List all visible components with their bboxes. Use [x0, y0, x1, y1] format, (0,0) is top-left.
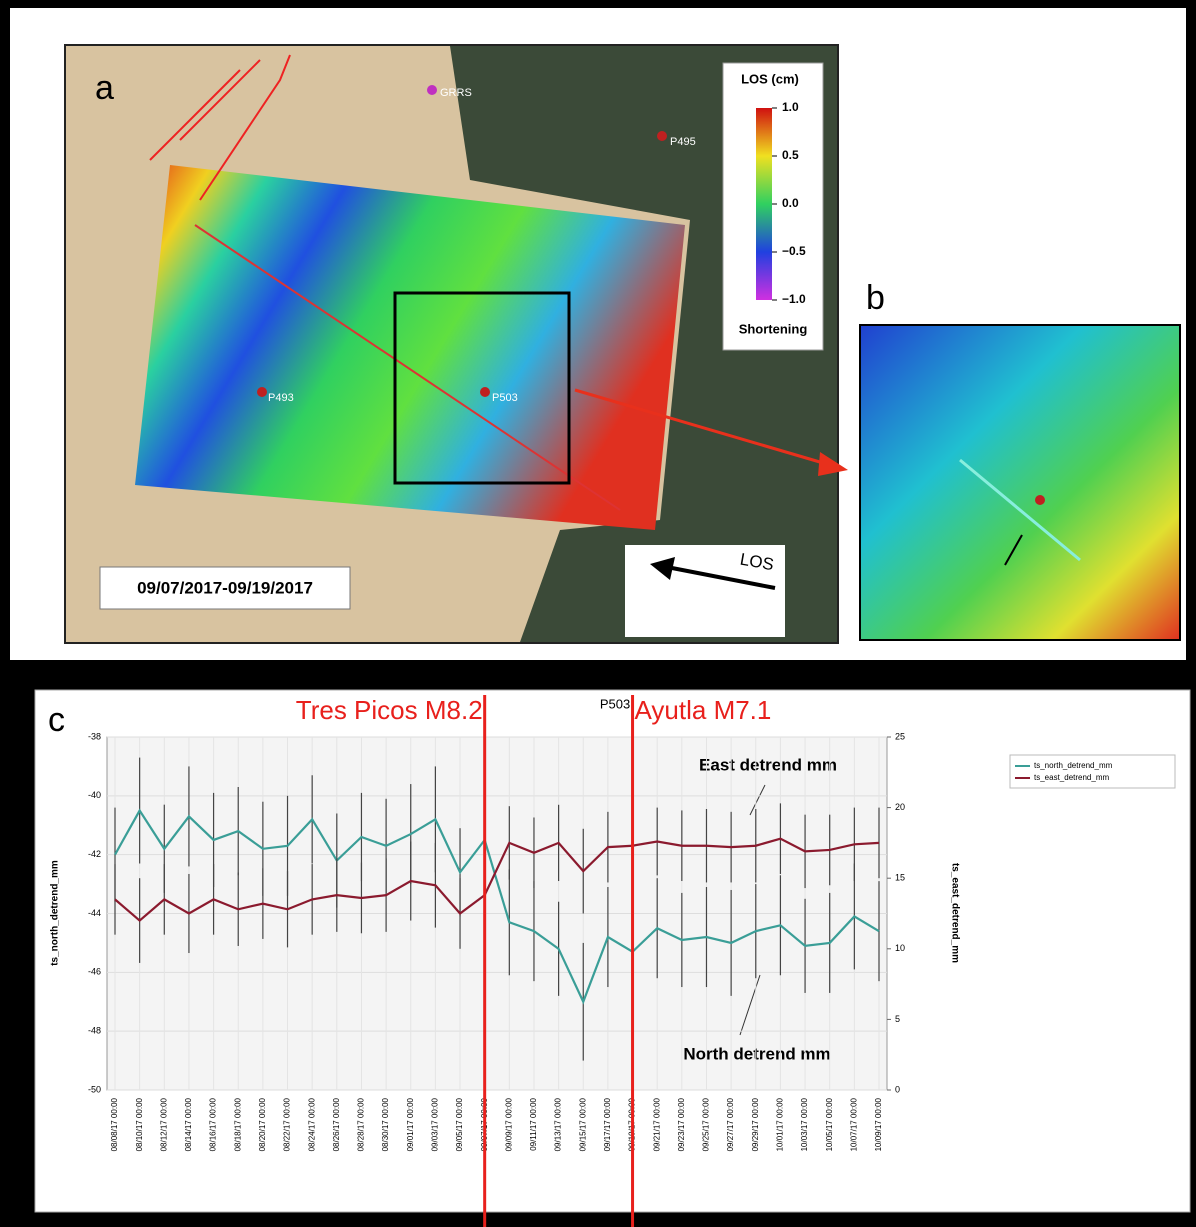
station-label: GRRS: [440, 87, 472, 99]
x-tick-label: 09/05/17 00:00: [455, 1097, 464, 1151]
annotation: North detrend mm: [683, 1044, 830, 1063]
x-tick-label: 09/21/17 00:00: [652, 1097, 661, 1151]
x-tick-label: 09/09/17 00:00: [504, 1097, 513, 1151]
colorbar: [756, 108, 772, 300]
colorbar-tick-label: −0.5: [782, 244, 806, 258]
x-tick-label: 09/13/17 00:00: [554, 1097, 563, 1151]
station-label: P495: [670, 136, 696, 148]
legend-label: ts_north_detrend_mm: [1034, 761, 1113, 770]
x-tick-label: 10/05/17 00:00: [825, 1097, 834, 1151]
x-tick-label: 10/01/17 00:00: [776, 1097, 785, 1151]
inset-map: [860, 325, 1180, 640]
station: [1035, 495, 1045, 505]
y-axis-title: ts_north_detrend_mm: [50, 860, 61, 966]
x-tick-label: 10/03/17 00:00: [800, 1097, 809, 1151]
y-tick-label: -50: [88, 1084, 101, 1094]
x-tick-label: 08/20/17 00:00: [258, 1097, 267, 1151]
annotation: East detrend mm: [699, 755, 837, 774]
station: [657, 131, 667, 141]
chart-title: P503: [600, 696, 630, 711]
x-tick-label: 09/01/17 00:00: [406, 1097, 415, 1151]
y-tick-label: -42: [88, 849, 101, 859]
station-label: P503: [492, 392, 518, 404]
x-tick-label: 09/03/17 00:00: [430, 1097, 439, 1151]
x-tick-label: 09/11/17 00:00: [529, 1097, 538, 1150]
x-tick-label: 08/08/17 00:00: [110, 1097, 119, 1151]
page: a GRRS P495 P493 P503 LOS (cm) Shortenin…: [0, 0, 1196, 1227]
x-tick-label: 09/17/17 00:00: [603, 1097, 612, 1151]
y-tick-label: -38: [88, 731, 101, 741]
y2-tick-label: 15: [895, 873, 905, 883]
legend-label: ts_east_detrend_mm: [1034, 773, 1109, 782]
figure: a GRRS P495 P493 P503 LOS (cm) Shortenin…: [0, 0, 1196, 1227]
x-tick-label: 08/14/17 00:00: [184, 1097, 193, 1151]
y2-axis-title: ts_east_detrend_mm: [949, 863, 960, 963]
legend: [1010, 755, 1175, 788]
x-tick-label: 08/28/17 00:00: [357, 1097, 366, 1151]
insar-map: [135, 165, 685, 530]
y-tick-label: -40: [88, 790, 101, 800]
x-tick-label: 08/18/17 00:00: [233, 1097, 242, 1151]
x-tick-label: 10/09/17 00:00: [874, 1097, 883, 1151]
colorbar-tick-label: 0.0: [782, 196, 799, 210]
x-tick-label: 08/22/17 00:00: [283, 1097, 292, 1151]
x-tick-label: 08/30/17 00:00: [381, 1097, 390, 1151]
colorbar-tick-label: 1.0: [782, 100, 799, 114]
colorbar-tick-label: −1.0: [782, 292, 806, 306]
colorbar-title: LOS (cm): [741, 71, 799, 86]
x-tick-label: 09/25/17 00:00: [702, 1097, 711, 1151]
x-tick-label: 08/26/17 00:00: [332, 1097, 341, 1151]
x-tick-label: 08/16/17 00:00: [209, 1097, 218, 1151]
panel-label: a: [95, 69, 114, 107]
y2-tick-label: 0: [895, 1084, 900, 1094]
panel-label: b: [866, 279, 885, 317]
x-tick-label: 08/12/17 00:00: [159, 1097, 168, 1151]
station: [427, 85, 437, 95]
y-tick-label: -46: [88, 967, 101, 977]
y2-tick-label: 10: [895, 943, 905, 953]
x-tick-label: 09/23/17 00:00: [677, 1097, 686, 1151]
event-label: Tres Picos M8.2: [296, 695, 483, 725]
x-tick-label: 10/07/17 00:00: [849, 1097, 858, 1151]
y-tick-label: -44: [88, 908, 101, 918]
colorbar-tick-label: 0.5: [782, 148, 799, 162]
x-tick-label: 09/15/17 00:00: [578, 1097, 587, 1151]
x-tick-label: 09/29/17 00:00: [751, 1097, 760, 1151]
station-label: P493: [268, 392, 294, 404]
date-range: 09/07/2017-09/19/2017: [137, 578, 313, 597]
event-label: Ayutla M7.1: [635, 695, 772, 725]
station: [257, 387, 267, 397]
colorbar-caption: Shortening: [739, 321, 808, 336]
y-tick-label: -48: [88, 1026, 101, 1036]
station: [480, 387, 490, 397]
x-tick-label: 08/10/17 00:00: [135, 1097, 144, 1151]
y2-tick-label: 5: [895, 1014, 900, 1024]
x-tick-label: 08/24/17 00:00: [307, 1097, 316, 1151]
colorbar-box: [723, 63, 823, 350]
y2-tick-label: 25: [895, 731, 905, 741]
x-tick-label: 09/27/17 00:00: [726, 1097, 735, 1151]
y2-tick-label: 20: [895, 802, 905, 812]
panel-label: c: [48, 701, 65, 739]
